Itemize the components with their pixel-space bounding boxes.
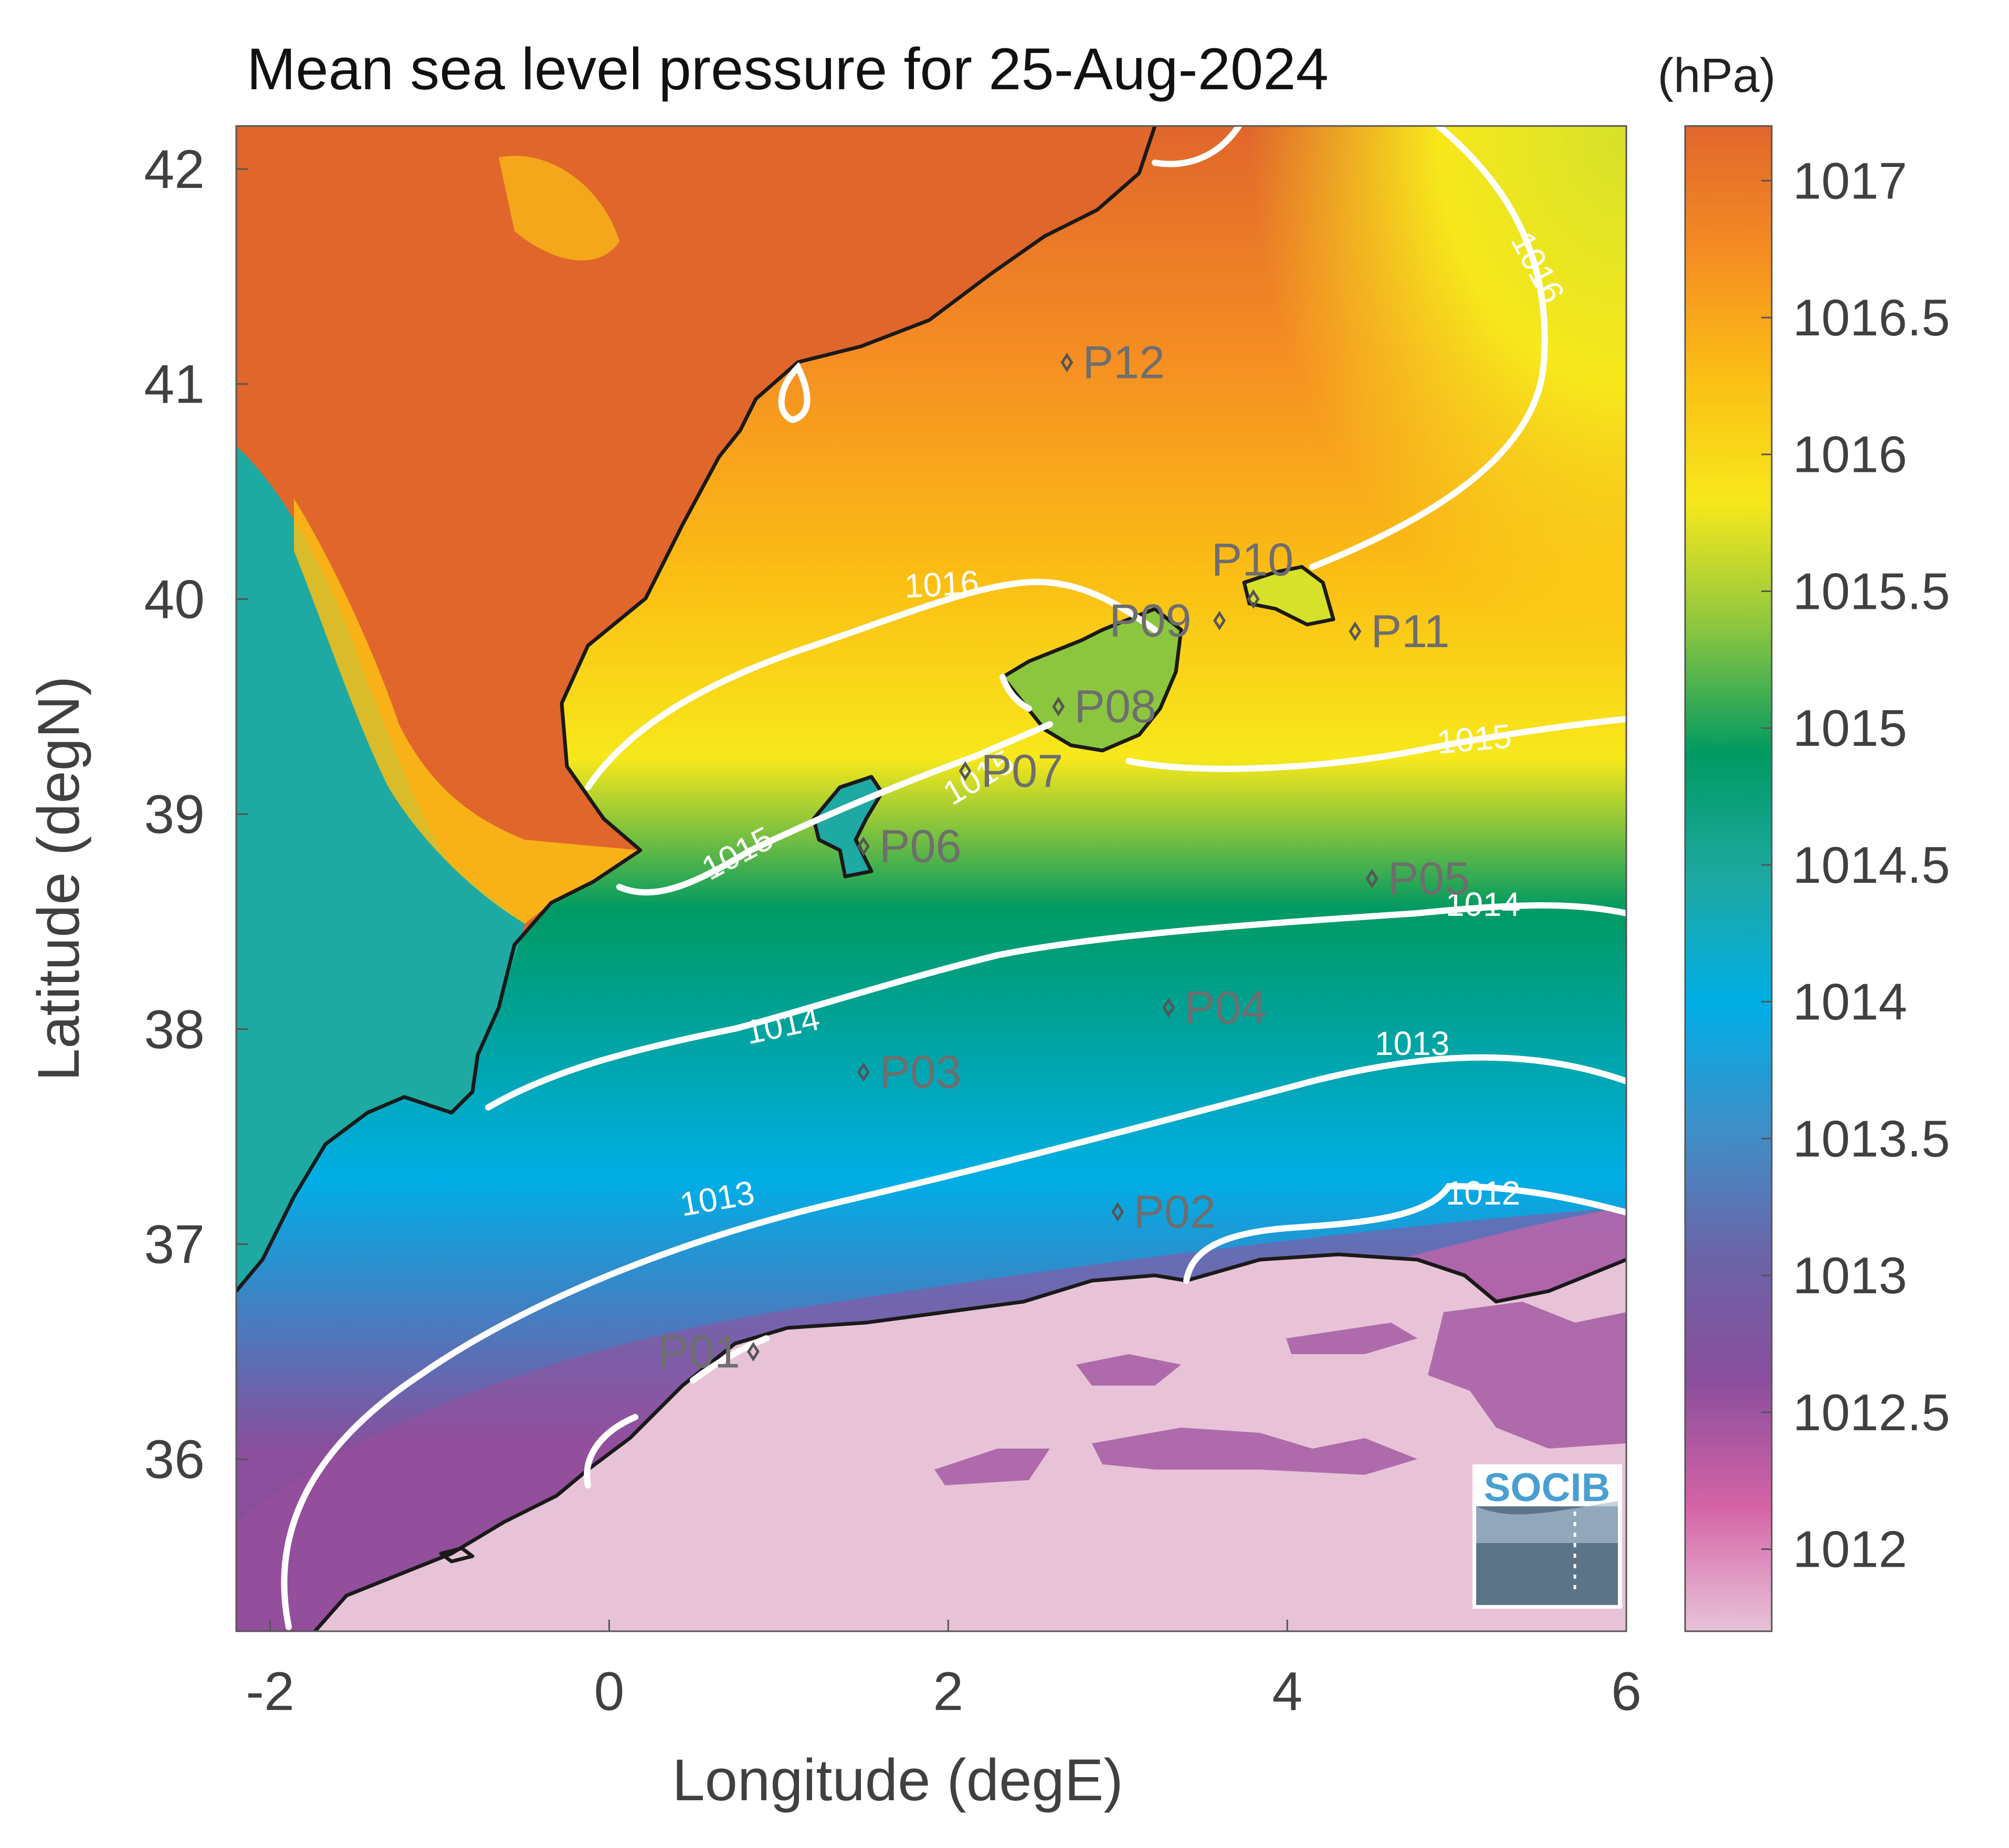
station-label: P03 [879, 1046, 962, 1098]
colorbar-tick-label: 1016.5 [1793, 289, 1950, 346]
colorbar [1684, 125, 1773, 1632]
station-marker [1349, 621, 1362, 641]
station-marker [1247, 589, 1260, 609]
station-p10[interactable]: P10 [1212, 533, 1294, 609]
station-p05[interactable]: P05 [1365, 852, 1470, 904]
y-tick-label: 41 [144, 354, 205, 415]
coastlines [236, 126, 1626, 1631]
isobar-1016-coast [1152, 126, 1242, 167]
station-label: P01 [658, 1325, 740, 1377]
plot-frame [235, 125, 1627, 1632]
isobar-1013 [281, 1054, 1626, 1630]
station-p09[interactable]: P09 [1109, 594, 1226, 646]
isobar-1016-loop [778, 362, 811, 424]
y-axis-label: Latitude (degN) [26, 676, 91, 1081]
x-axis-label: Longitude (degE) [672, 1747, 1123, 1813]
x-tick-label: -2 [246, 1661, 294, 1722]
station-p02[interactable]: P02 [1111, 1186, 1216, 1238]
station-p04[interactable]: P04 [1162, 981, 1267, 1033]
y-tick-label: 42 [144, 139, 205, 200]
socib-logo-text: SOCIB [1484, 1465, 1611, 1510]
station-p06[interactable]: P06 [857, 820, 962, 872]
station-p01[interactable]: P01 [658, 1325, 760, 1377]
station-marker [857, 1062, 870, 1082]
colorbar-tick-label: 1013.5 [1793, 1110, 1950, 1167]
x-tick-label: 6 [1611, 1661, 1642, 1722]
station-label: P05 [1388, 852, 1470, 904]
map-title: Mean sea level pressure for 25-Aug-2024 [247, 36, 1329, 102]
station-label: P11 [1371, 605, 1449, 657]
land-iberia-interior [236, 446, 525, 1291]
station-p03[interactable]: P03 [857, 1046, 962, 1098]
y-tick-label: 39 [144, 784, 205, 845]
isobars [281, 126, 1626, 1630]
contour-label-1013-b: 1013 [1375, 1025, 1449, 1062]
colorbar-tick-label: 1012 [1793, 1520, 1907, 1578]
island-mallorca [1003, 609, 1181, 751]
y-tick-label: 36 [144, 1429, 205, 1490]
station-marker [1162, 998, 1175, 1018]
station-marker [857, 836, 870, 857]
contour-label-1016-b: 1016 [903, 563, 980, 605]
colorbar-tick-label: 1015.5 [1793, 562, 1950, 620]
station-label: P10 [1212, 533, 1294, 585]
station-label: P06 [879, 820, 962, 872]
colorbar-ticks: 1017 1016.5 1016 1015.5 1015 1014.5 1014 1013.5… [1761, 152, 1950, 1578]
land-iberia-transition [294, 499, 640, 924]
isobar-1016-north [1309, 126, 1548, 570]
station-marker [1213, 610, 1226, 630]
isobar-1015-loop [1000, 674, 1032, 712]
x-tick-label: 2 [933, 1661, 963, 1722]
y-tick-label: 38 [144, 999, 205, 1060]
station-marker [1052, 696, 1065, 716]
isobar-1015 [616, 716, 1626, 896]
land-africa-relief [934, 1302, 1626, 1485]
station-p08[interactable]: P08 [1052, 680, 1156, 732]
colorbar-tick-label: 1012.5 [1793, 1384, 1950, 1441]
colorbar-tick-label: 1016 [1793, 426, 1907, 483]
x-axis-ticks: -2 0 2 4 6 [246, 1620, 1642, 1722]
station-p12[interactable]: P12 [1060, 336, 1165, 388]
x-tick-label: 0 [594, 1661, 625, 1722]
isobar-1012 [1183, 1182, 1626, 1284]
station-marker [1060, 353, 1074, 373]
station-label: P08 [1074, 680, 1156, 732]
socib-logo: SOCIB [1472, 1464, 1622, 1609]
colorbar-tick-label: 1013 [1793, 1247, 1907, 1304]
y-axis-ticks: 42 41 40 39 38 37 36 [144, 139, 248, 1490]
station-label: P07 [981, 745, 1064, 797]
station-label: P04 [1184, 981, 1267, 1033]
map-plot-area: 1016 1016 1015 1015 1015 1014 1014 1013 [236, 126, 1626, 1631]
isobar-1016-south [585, 578, 1158, 790]
contour-label-1015-c: 1015 [1435, 717, 1513, 761]
contour-label-1012-a: 1012 [1446, 1174, 1520, 1212]
colorbar-tick-label: 1014 [1793, 973, 1907, 1031]
station-label: P12 [1082, 336, 1165, 388]
x-tick-label: 4 [1272, 1661, 1302, 1722]
isobar-1012-west [584, 1335, 770, 1488]
colorbar-unit-label: (hPa) [1658, 49, 1776, 102]
isobar-1014 [485, 902, 1626, 1111]
colorbar-tick-label: 1014.5 [1793, 836, 1950, 894]
station-label: P02 [1133, 1186, 1216, 1238]
station-marker [746, 1342, 760, 1361]
colorbar-tick-label: 1015 [1793, 699, 1907, 757]
y-tick-label: 40 [144, 569, 205, 630]
station-marker [1365, 869, 1379, 889]
y-tick-label: 37 [144, 1215, 205, 1275]
station-marker [959, 761, 972, 781]
station-marker [1111, 1202, 1124, 1222]
colorbar-tick-label: 1017 [1793, 152, 1907, 209]
station-p11[interactable]: P11 [1349, 605, 1449, 657]
station-p07[interactable]: P07 [959, 745, 1064, 797]
island-menorca [1244, 567, 1333, 625]
contour-label-1014-b: 1014 [1446, 885, 1520, 923]
land-iberia-highland [499, 155, 619, 261]
station-label: P09 [1109, 594, 1192, 646]
